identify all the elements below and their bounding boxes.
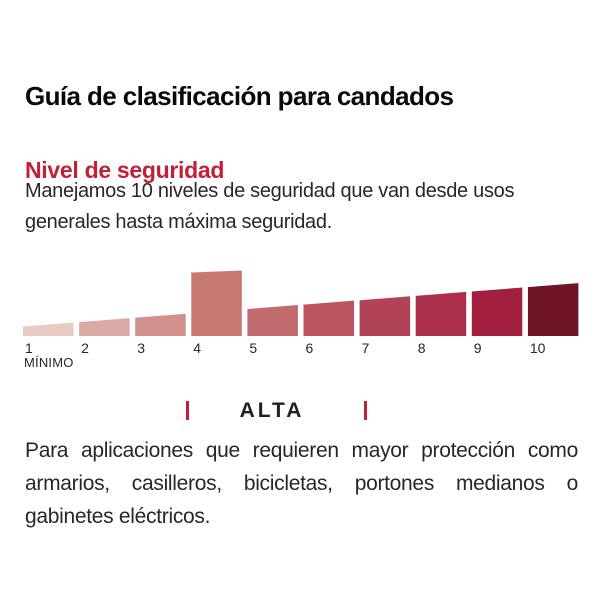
page-title: Guía de clasificación para candados bbox=[25, 81, 454, 112]
description-line: armarios, casilleros, bicicletas, porton… bbox=[25, 472, 578, 495]
level-bar-5 bbox=[247, 305, 298, 336]
level-bar-1 bbox=[23, 322, 74, 336]
intro-line: generales hasta máxima seguridad. bbox=[25, 211, 332, 233]
description-paragraph: Para aplicaciones que requieren mayor pr… bbox=[25, 434, 578, 533]
level-tick-label-2: 2 bbox=[81, 340, 89, 356]
section-heading-security-level: Nivel de seguridad bbox=[25, 157, 225, 184]
level-tick-label-7: 7 bbox=[362, 340, 370, 356]
level-tick-label-1: 1 bbox=[25, 340, 33, 356]
level-bar-7 bbox=[359, 296, 411, 336]
level-tick-label-5: 5 bbox=[249, 340, 257, 356]
level-tick-label-3: 3 bbox=[137, 340, 145, 356]
range-label: ALTA bbox=[239, 399, 305, 422]
level-tick-label-9: 9 bbox=[474, 340, 482, 356]
range-tick-left bbox=[186, 401, 189, 420]
range-tick-right bbox=[364, 401, 367, 420]
level-bar-2 bbox=[79, 318, 130, 336]
description-line: gabinetes eléctricos. bbox=[25, 505, 211, 528]
level-tick-label-10: 10 bbox=[530, 340, 546, 356]
range-marker: ALTA bbox=[0, 399, 600, 423]
description-line: Para aplicaciones que requieren mayor pr… bbox=[25, 439, 578, 462]
security-level-chart: 1 2 3 4 5 6 7 8 9 10 bbox=[0, 256, 600, 356]
level-tick-label-6: 6 bbox=[306, 340, 314, 356]
level-tick-label-8: 8 bbox=[418, 340, 426, 356]
level-tick-label-4: 4 bbox=[193, 340, 201, 356]
level-bar-10 bbox=[527, 283, 579, 336]
level-bar-8 bbox=[415, 291, 467, 336]
intro-line: Manejamos 10 niveles de seguridad que va… bbox=[25, 180, 515, 202]
level-bar-6 bbox=[303, 300, 354, 336]
intro-paragraph: Manejamos 10 niveles de seguridad que va… bbox=[25, 176, 573, 238]
level-bar-3 bbox=[135, 313, 186, 336]
level-bar-4 bbox=[191, 270, 242, 336]
chart-min-label: MÍNIMO bbox=[24, 355, 74, 370]
security-level-bars: 1 2 3 4 5 6 7 8 9 10 bbox=[23, 270, 579, 356]
level-bar-9 bbox=[471, 287, 523, 336]
